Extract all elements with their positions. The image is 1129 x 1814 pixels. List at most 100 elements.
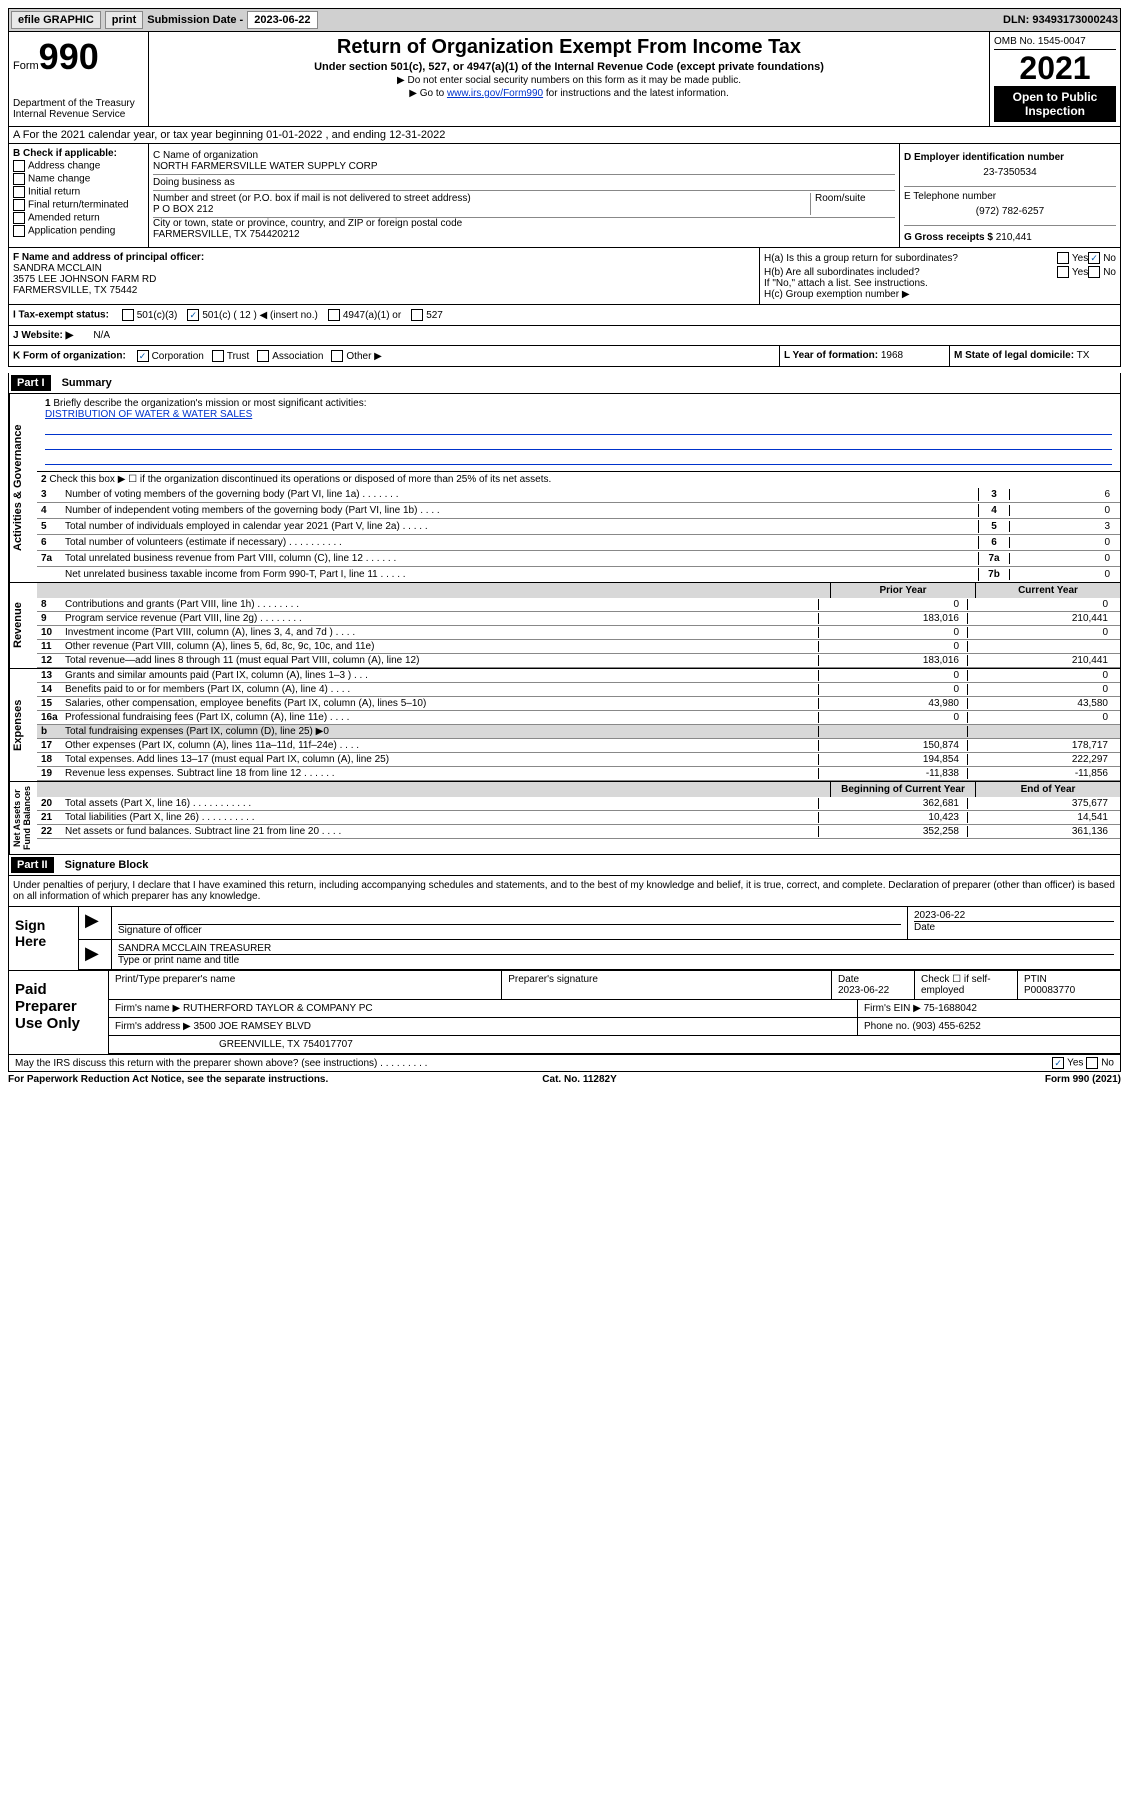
- goto-suffix: for instructions and the latest informat…: [543, 88, 729, 99]
- officer-name: SANDRA MCCLAIN: [13, 263, 755, 274]
- colb-item[interactable]: Amended return: [13, 212, 144, 224]
- checkbox-icon[interactable]: [331, 350, 343, 362]
- colb-item[interactable]: Application pending: [13, 225, 144, 237]
- city-value: FARMERSVILLE, TX 754420212: [153, 229, 895, 240]
- org-form-option[interactable]: Association: [257, 351, 323, 362]
- financial-line: 20Total assets (Part X, line 16) . . . .…: [37, 797, 1120, 811]
- prep-h5v: P00083770: [1024, 985, 1075, 996]
- financial-line: 19Revenue less expenses. Subtract line 1…: [37, 767, 1120, 781]
- checkbox-icon[interactable]: [13, 186, 25, 198]
- gross-label: G Gross receipts $: [904, 232, 993, 243]
- tel-value: (972) 782-6257: [904, 202, 1116, 221]
- revenue-vlabel: Revenue: [9, 583, 37, 668]
- colb-item[interactable]: Address change: [13, 160, 144, 172]
- tax-status-option[interactable]: 501(c)(3): [122, 310, 178, 321]
- row-j: J Website: ▶ N/A: [8, 326, 1121, 346]
- colb-item[interactable]: Final return/terminated: [13, 199, 144, 211]
- form-title: Return of Organization Exempt From Incom…: [153, 36, 985, 59]
- colb-item[interactable]: Initial return: [13, 186, 144, 198]
- checkbox-icon[interactable]: [212, 350, 224, 362]
- checkbox-icon[interactable]: [137, 350, 149, 362]
- may-discuss-text: May the IRS discuss this return with the…: [15, 1058, 427, 1069]
- hb-no-checkbox[interactable]: [1088, 266, 1100, 278]
- firm-name: RUTHERFORD TAYLOR & COMPANY PC: [183, 1003, 373, 1014]
- tax-status-option[interactable]: 501(c) ( 12 ) ◀ (insert no.): [187, 310, 318, 321]
- summary-line: Net unrelated business taxable income fr…: [37, 567, 1120, 582]
- financial-line: 12Total revenue—add lines 8 through 11 (…: [37, 654, 1120, 668]
- addr-value: P O BOX 212: [153, 204, 810, 215]
- tax-status-option[interactable]: 4947(a)(1) or: [328, 310, 401, 321]
- l-value: 1968: [881, 350, 903, 361]
- checkbox-icon[interactable]: [13, 199, 25, 211]
- open-public-2: Inspection: [996, 104, 1114, 118]
- print-button[interactable]: print: [105, 11, 143, 29]
- l1-num: 1: [45, 398, 51, 409]
- checkbox-icon[interactable]: [257, 350, 269, 362]
- netassets-section: Net Assets or Fund Balances Beginning of…: [8, 782, 1121, 855]
- checkbox-icon[interactable]: [122, 309, 134, 321]
- row-klm: K Form of organization: CorporationTrust…: [8, 346, 1121, 367]
- row-a-tax-year: A For the 2021 calendar year, or tax yea…: [8, 127, 1121, 144]
- checkbox-icon[interactable]: [13, 212, 25, 224]
- netassets-vlabel: Net Assets or Fund Balances: [9, 782, 37, 854]
- summary-line: 4Number of independent voting members of…: [37, 503, 1120, 519]
- form-header: Form990 Department of the Treasury Inter…: [8, 32, 1121, 127]
- checkbox-icon[interactable]: [13, 225, 25, 237]
- firm-addr2: GREENVILLE, TX 754017707: [109, 1036, 1120, 1053]
- form-number: 990: [39, 36, 99, 77]
- org-form-option[interactable]: Corporation: [137, 351, 204, 362]
- governance-vlabel: Activities & Governance: [9, 394, 37, 582]
- firm-addr-label: Firm's address ▶: [115, 1021, 191, 1032]
- checkbox-icon[interactable]: [13, 160, 25, 172]
- ha-no-checkbox[interactable]: [1088, 252, 1100, 264]
- ha-yes-checkbox[interactable]: [1057, 252, 1069, 264]
- irs-link[interactable]: www.irs.gov/Form990: [447, 88, 543, 99]
- financial-line: bTotal fundraising expenses (Part IX, co…: [37, 725, 1120, 739]
- colb-item[interactable]: Name change: [13, 173, 144, 185]
- may-yes: Yes: [1067, 1058, 1083, 1069]
- firm-addr1: 3500 JOE RAMSEY BLVD: [194, 1021, 311, 1032]
- prep-h2: Preparer's signature: [502, 971, 832, 999]
- addr-label: Number and street (or P.O. box if mail i…: [153, 193, 810, 204]
- org-form-option[interactable]: Trust: [212, 351, 249, 362]
- org-form-option[interactable]: Other ▶: [331, 351, 381, 362]
- cat-no: Cat. No. 11282Y: [542, 1074, 616, 1085]
- m-value: TX: [1077, 350, 1090, 361]
- firm-ein-label: Firm's EIN ▶: [864, 1003, 921, 1014]
- financial-line: 18Total expenses. Add lines 13–17 (must …: [37, 753, 1120, 767]
- sign-arrow-icon: ▶: [79, 907, 112, 939]
- m-label: M State of legal domicile:: [954, 350, 1074, 361]
- tax-status-option[interactable]: 527: [411, 310, 443, 321]
- l-label: L Year of formation:: [784, 350, 878, 361]
- efile-button[interactable]: efile GRAPHIC: [11, 11, 101, 29]
- sign-arrow-icon: ▶: [79, 940, 112, 969]
- form-ref: Form 990 (2021): [1045, 1074, 1121, 1085]
- revenue-section: Revenue Prior Year Current Year 8Contrib…: [8, 583, 1121, 669]
- checkbox-icon[interactable]: [187, 309, 199, 321]
- ssn-note: ▶ Do not enter social security numbers o…: [153, 75, 985, 86]
- city-label: City or town, state or province, country…: [153, 218, 895, 229]
- dept-label: Department of the Treasury Internal Reve…: [13, 98, 144, 120]
- may-yes-checkbox[interactable]: [1052, 1057, 1064, 1069]
- room-label: Room/suite: [810, 193, 895, 215]
- gross-value: 210,441: [996, 232, 1032, 243]
- checkbox-icon[interactable]: [13, 173, 25, 185]
- ha-yes: Yes: [1072, 253, 1088, 264]
- may-no-checkbox[interactable]: [1086, 1057, 1098, 1069]
- paperwork-notice: For Paperwork Reduction Act Notice, see …: [8, 1074, 328, 1085]
- tel-label: E Telephone number: [904, 191, 1116, 202]
- current-year-header: Current Year: [975, 583, 1120, 598]
- mission-text: DISTRIBUTION OF WATER & WATER SALES: [45, 409, 252, 420]
- prep-h3: Date: [838, 974, 859, 985]
- checkbox-icon[interactable]: [328, 309, 340, 321]
- hb-yes-checkbox[interactable]: [1057, 266, 1069, 278]
- open-public-1: Open to Public: [996, 90, 1114, 104]
- preparer-label: Paid Preparer Use Only: [9, 971, 109, 1054]
- section-fh: F Name and address of principal officer:…: [8, 248, 1121, 305]
- governance-section: Activities & Governance 1 Briefly descri…: [8, 394, 1121, 583]
- sign-here-block: Sign Here ▶ Signature of officer 2023-06…: [8, 907, 1121, 971]
- financial-line: 17Other expenses (Part IX, column (A), l…: [37, 739, 1120, 753]
- org-name: NORTH FARMERSVILLE WATER SUPPLY CORP: [153, 161, 895, 172]
- checkbox-icon[interactable]: [411, 309, 423, 321]
- tax-status-label: I Tax-exempt status:: [13, 310, 109, 321]
